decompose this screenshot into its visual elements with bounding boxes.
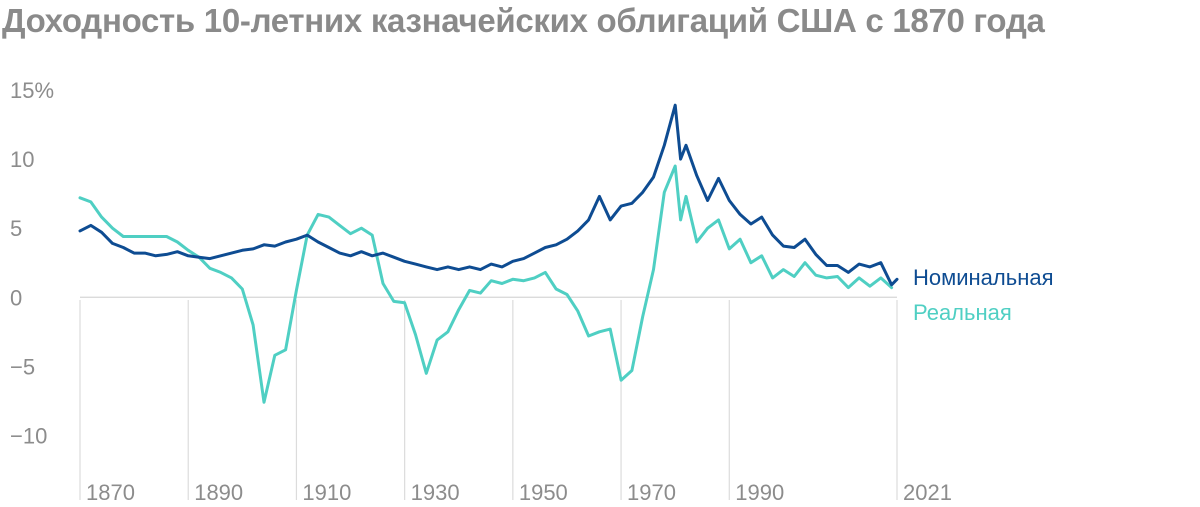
grid-lines (79, 296, 898, 500)
x-tick-label: 2021 (903, 480, 952, 505)
x-tick-label: 1990 (735, 480, 784, 505)
y-tick-label: 0 (10, 285, 22, 310)
x-axis: 1870 1890 1910 1930 1950 1970 1990 2021 (86, 480, 952, 505)
y-tick-label: 5 (10, 216, 22, 241)
series-line-nominal (78, 103, 899, 287)
y-tick-label: −5 (10, 354, 35, 379)
legend-label-real: Реальная (913, 300, 1012, 325)
x-tick-label: 1910 (302, 480, 351, 505)
legend: Номинальная Реальная (913, 265, 1054, 325)
y-tick-label: 10 (10, 147, 34, 172)
x-tick-label: 1890 (194, 480, 243, 505)
chart-title: Доходность 10-летних казначейских облига… (2, 2, 1045, 39)
series-lines (78, 103, 899, 404)
y-tick-label: −10 (10, 423, 47, 448)
x-tick-label: 1950 (519, 480, 568, 505)
x-tick-label: 1970 (627, 480, 676, 505)
x-tick-label: 1930 (411, 480, 460, 505)
series-line-real (78, 164, 894, 404)
y-axis: 15% 10 5 0 −5 −10 (10, 78, 54, 448)
x-tick-label: 1870 (86, 480, 135, 505)
y-tick-label: 15% (10, 78, 54, 103)
legend-label-nominal: Номинальная (913, 265, 1054, 290)
